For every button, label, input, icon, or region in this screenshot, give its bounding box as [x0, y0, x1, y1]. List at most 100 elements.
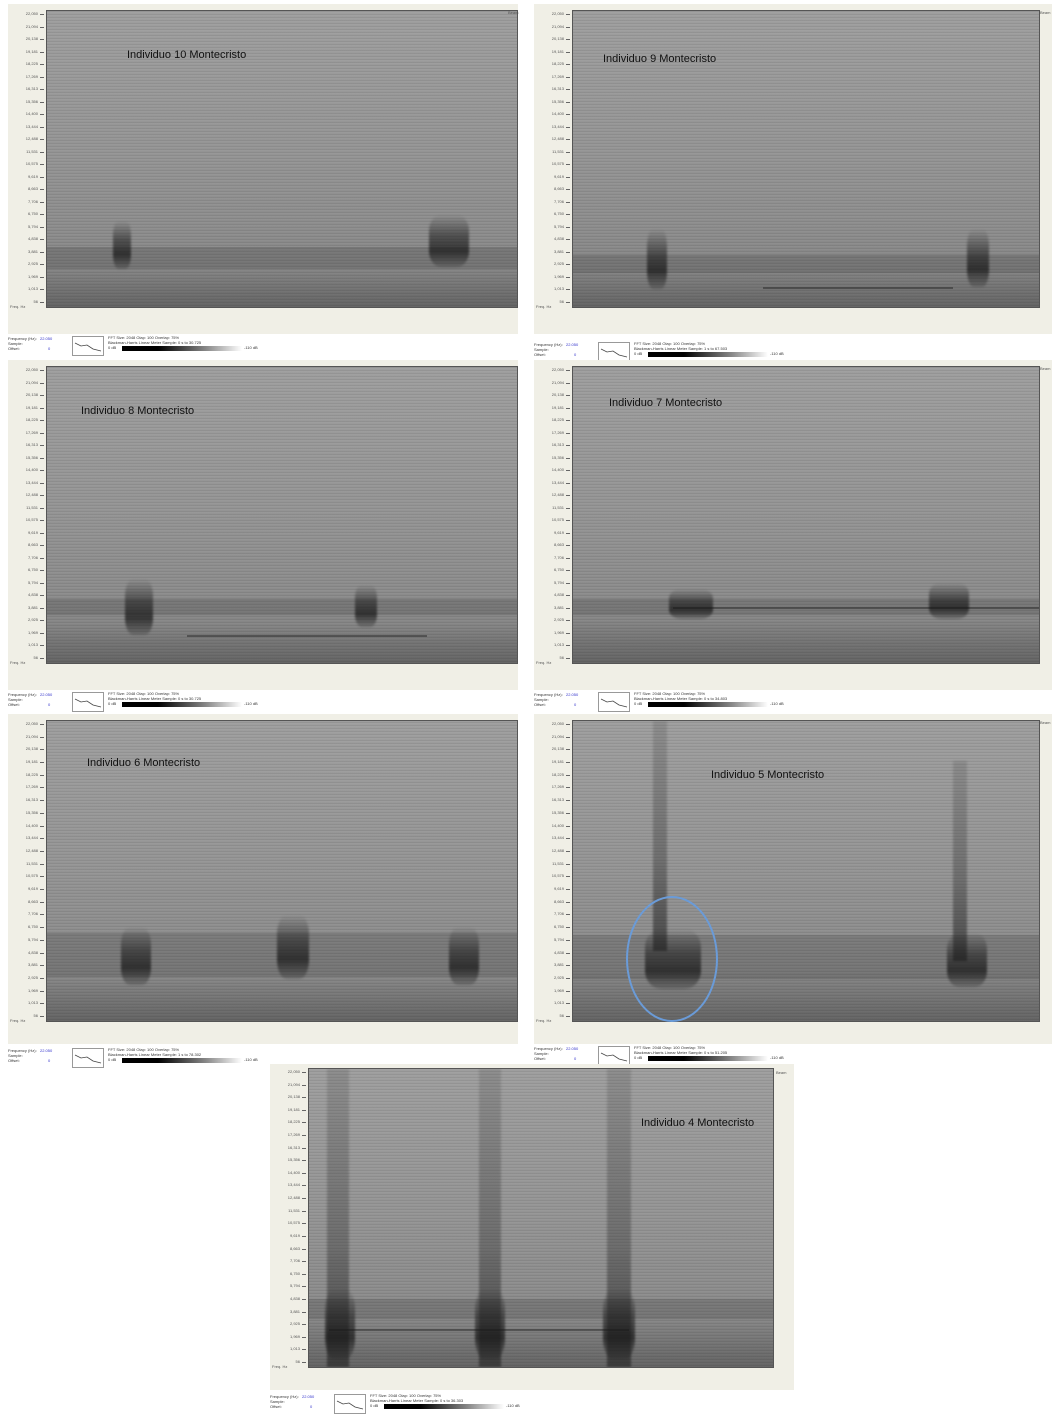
footer-value-bottom: 0 [574, 1056, 577, 1061]
y-tick [566, 762, 570, 764]
y-tick [302, 1122, 306, 1124]
y-tick-label: 20,138 [25, 392, 38, 398]
y-tick-label: 13,444 [551, 123, 564, 129]
spectrogram-plot[interactable]: Individuo 6 Montecristo [46, 720, 518, 1022]
y-tick-label: 12,488 [551, 847, 564, 853]
y-tick [302, 1109, 306, 1111]
footer-label-frequency: Frequency (Hz): [8, 692, 37, 697]
y-axis: 22,050 21,094 20,138 19,181 18,225 17,269 16,3… [8, 720, 44, 1020]
y-tick [566, 532, 570, 534]
y-tick [40, 520, 44, 522]
y-tick-label: 2,925 [553, 261, 564, 267]
call-mark [669, 589, 713, 619]
y-tick-label: 22,050 [25, 11, 38, 16]
y-tick-label: 3,881 [289, 1308, 300, 1314]
y-tick-label: 5,794 [553, 579, 564, 585]
y-tick [40, 1003, 44, 1005]
y-tick [566, 176, 570, 178]
footer-label-frequency: Frequency (Hz): [534, 1046, 563, 1051]
y-tick-label: 16,313 [551, 442, 564, 448]
footer-label-frequency: Frequency (Hz): [8, 1048, 37, 1053]
y-tick [566, 214, 570, 216]
footer-scale: Blackman-Harris Linear Meter Sample: 1 s… [634, 346, 728, 351]
y-tick-label: 18,225 [551, 61, 564, 67]
y-tick [566, 952, 570, 954]
footer-label-sample: Sample: [534, 697, 549, 702]
footer-db-low: 0 dB [108, 1057, 117, 1062]
footer-value-bottom: 0 [48, 1058, 51, 1063]
y-tick [302, 1147, 306, 1149]
y-unit-label: Freq. Hz [536, 660, 552, 665]
y-tick [40, 302, 44, 303]
y-tick-label: 1,969 [289, 1333, 300, 1339]
y-tick [566, 582, 570, 584]
y-unit-label: Freq. Hz [10, 660, 26, 665]
footer-value-top: 22.050 [40, 692, 53, 697]
y-tick-label: 8,663 [27, 186, 38, 192]
footer-db-low: 0 dB [108, 701, 117, 706]
footer-db-low: 0 dB [634, 351, 643, 356]
spectrogram-window-10: 22,050 21,094 20,138 19,181 18,225 17,269 16,3… [8, 4, 518, 334]
call-mark [449, 927, 479, 985]
y-tick-label: 7,706 [27, 198, 38, 204]
gain-gradient [384, 1404, 504, 1409]
y-tick [566, 724, 570, 725]
spectrogram-footer: Frequency (Hz): Sample: Offset: 22.050 0 FFT … [534, 1044, 1052, 1068]
spectrogram-plot[interactable]: Individuo 8 Montecristo [46, 366, 518, 664]
footer-value-top: 22.050 [40, 1048, 53, 1053]
footer-scale: Blackman-Harris Linear Meter Sample: 0 s… [108, 696, 202, 701]
y-tick-label: 20,138 [25, 36, 38, 42]
y-tick [40, 545, 44, 547]
y-tick [40, 939, 44, 941]
y-tick-label: 1,969 [27, 629, 38, 635]
y-tick [566, 64, 570, 66]
footer-scale: Blackman-Harris Linear Meter Sample: 0 s… [108, 340, 202, 345]
spectrogram-plot[interactable]: Individuo 7 Montecristo [572, 366, 1040, 664]
y-tick-label: 16,313 [25, 86, 38, 92]
y-tick-label: 15,356 [25, 98, 38, 104]
y-tick [566, 226, 570, 228]
y-tick [566, 276, 570, 278]
y-tick-label: 14,400 [287, 1169, 300, 1175]
y-tick [40, 276, 44, 278]
footer-label-sample: Sample: [270, 1399, 285, 1404]
gain-gradient [122, 346, 242, 351]
spectrogram-plot[interactable]: Individuo 9 Montecristo [572, 10, 1040, 308]
y-tick-label: 12,488 [25, 492, 38, 498]
spectrogram-plot[interactable]: Individuo 10 Montecristo [46, 10, 518, 308]
y-tick-label: 2,925 [27, 261, 38, 267]
footer-value-bottom: 0 [48, 702, 51, 707]
y-tick-label: 22,050 [25, 721, 38, 726]
footer-label-frequency: Frequency (Hz): [534, 692, 563, 697]
y-tick-label: 1,013 [27, 286, 38, 292]
y-tick [302, 1273, 306, 1275]
footer-label-offset: Offset: [534, 702, 546, 707]
y-tick-label: 17,269 [25, 429, 38, 435]
y-tick-label: 1,013 [553, 642, 564, 648]
y-tick-label: 19,181 [287, 1106, 300, 1112]
y-tick [40, 407, 44, 409]
y-tick-label: 18,225 [551, 771, 564, 777]
y-tick-label: 7,706 [289, 1258, 300, 1264]
y-tick [302, 1135, 306, 1137]
y-tick-label: 22,050 [551, 721, 564, 726]
y-tick-label: 19,181 [25, 48, 38, 54]
y-tick-label: 21,094 [551, 379, 564, 385]
y-tick [566, 264, 570, 266]
y-tick-label: 16,313 [551, 797, 564, 803]
footer-value-top: 22.050 [566, 342, 579, 347]
y-tick-label: 12,488 [551, 492, 564, 498]
y-tick-label: 17,269 [551, 429, 564, 435]
y-tick-label: 7,706 [553, 198, 564, 204]
call-mark [325, 1289, 355, 1359]
y-tick [40, 482, 44, 484]
y-tick-label: 19,181 [551, 404, 564, 410]
footer-label-frequency: Frequency (Hz): [270, 1394, 299, 1399]
call-mark [277, 915, 309, 979]
y-tick [40, 800, 44, 802]
y-tick [566, 395, 570, 397]
spectrogram-window-7: 22,050 21,094 20,138 19,181 18,225 17,269 16,3… [534, 360, 1052, 690]
y-tick-label: 12,488 [25, 136, 38, 142]
spectrogram-plot[interactable]: Individuo 4 Montecristo [308, 1068, 774, 1368]
y-tick-label: 4,838 [553, 236, 564, 242]
